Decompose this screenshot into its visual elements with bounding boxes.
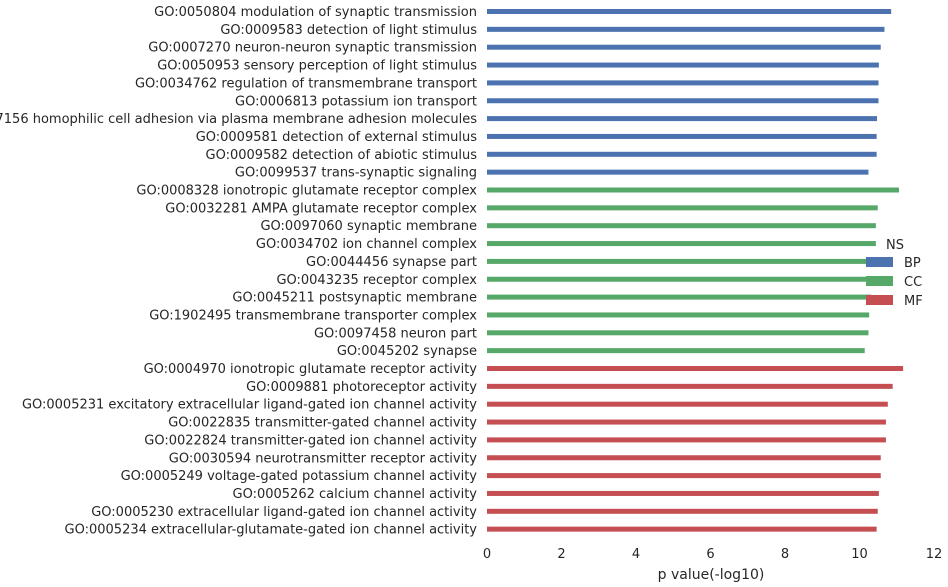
bar-bp: [487, 98, 879, 104]
bar-cc: [487, 187, 899, 193]
legend-swatch-bp: [866, 257, 893, 267]
legend-swatch-mf: [866, 295, 893, 305]
bar-bp: [487, 133, 877, 139]
category-label: GO:0032281 AMPA glutamate receptor compl…: [165, 201, 477, 216]
category-label: GO:0097060 synaptic membrane: [260, 219, 477, 234]
category-label: GO:0097458 neuron part: [314, 326, 477, 341]
x-tick-label: 4: [632, 547, 640, 562]
legend-label-cc: CC: [904, 275, 922, 290]
category-label: GO:0009581 detection of external stimulu…: [196, 130, 478, 145]
category-label: GO:0022824 transmitter-gated ion channel…: [144, 433, 477, 448]
category-label: GO:0007156 homophilic cell adhesion via …: [0, 112, 477, 127]
category-label: GO:0050804 modulation of synaptic transm…: [154, 5, 477, 20]
category-label: GO:0005231 excitatory extracellular liga…: [22, 398, 477, 413]
category-label: GO:0030594 neurotransmitter receptor act…: [169, 451, 478, 466]
bar-cc: [487, 312, 870, 318]
legend-title: NS: [886, 238, 904, 253]
category-label: GO:1902495 transmembrane transporter com…: [149, 308, 477, 323]
bar-bp: [487, 151, 877, 157]
category-label: GO:0005249 voltage-gated potassium chann…: [121, 469, 478, 484]
bar-bp: [487, 116, 878, 122]
bar-mf: [487, 473, 881, 479]
bar-bp: [487, 26, 885, 32]
x-axis-label: p value(-log10): [658, 567, 765, 583]
bar-bp: [487, 62, 879, 68]
category-label: GO:0043235 receptor complex: [276, 273, 477, 288]
x-tick-label: 6: [706, 547, 714, 562]
bar-cc: [487, 276, 872, 282]
bar-bp: [487, 9, 892, 14]
bars-layer: [487, 9, 904, 532]
bar-mf: [487, 383, 893, 389]
category-label: GO:0044456 synapse part: [306, 255, 477, 270]
category-label: GO:0007270 neuron-neuron synaptic transm…: [148, 41, 477, 56]
bar-mf: [487, 490, 879, 496]
category-label: GO:0009881 photoreceptor activity: [246, 380, 477, 395]
x-tick-label: 10: [851, 547, 868, 562]
category-label: GO:0008328 ionotropic glutamate receptor…: [136, 184, 477, 199]
bar-cc: [487, 205, 878, 211]
category-label: GO:0009583 detection of light stimulus: [220, 23, 477, 38]
category-label: GO:0022835 transmitter-gated channel act…: [168, 416, 477, 431]
bar-cc: [487, 330, 869, 336]
bar-mf: [487, 526, 877, 532]
bar-mf: [487, 419, 886, 425]
category-label: GO:0009582 detection of abiotic stimulus: [206, 148, 478, 163]
bar-cc: [487, 294, 872, 300]
legend-label-bp: BP: [904, 256, 921, 271]
bar-bp: [487, 44, 881, 50]
x-axis: 0 2 4 6 8 10 12: [483, 547, 942, 562]
category-labels: GO:0050804 modulation of synaptic transm…: [0, 5, 477, 538]
category-label: GO:0004970 ionotropic glutamate receptor…: [144, 362, 478, 377]
bar-cc: [487, 258, 873, 264]
bar-mf: [487, 366, 904, 371]
category-label: GO:0005234 extracellular-glutamate-gated…: [65, 523, 478, 538]
category-label: GO:0099537 trans-synaptic signaling: [235, 166, 477, 181]
bar-bp: [487, 80, 879, 86]
bar-cc: [487, 348, 865, 354]
legend-label-mf: MF: [904, 294, 923, 309]
category-label: GO:0045211 postsynaptic membrane: [232, 291, 477, 306]
bar-cc: [487, 223, 876, 229]
bar-bp: [487, 169, 869, 175]
x-tick-label: 12: [926, 547, 943, 562]
category-label: GO:0050953 sensory perception of light s…: [157, 59, 477, 74]
x-tick-label: 8: [781, 547, 789, 562]
x-tick-label: 2: [557, 547, 565, 562]
bar-mf: [487, 401, 888, 407]
bar-mf: [487, 508, 878, 514]
category-label: GO:0005262 calcium channel activity: [233, 487, 478, 502]
category-label: GO:0034762 regulation of transmembrane t…: [135, 76, 477, 91]
category-label: GO:0045202 synapse: [337, 344, 477, 359]
bar-mf: [487, 437, 886, 443]
category-label: GO:0005230 extracellular ligand-gated io…: [91, 505, 477, 520]
x-tick-label: 0: [483, 547, 491, 562]
bar-cc: [487, 241, 876, 247]
category-label: GO:0034702 ion channel complex: [256, 237, 477, 252]
legend-swatch-cc: [866, 276, 893, 286]
bar-mf: [487, 455, 881, 461]
category-label: GO:0006813 potassium ion transport: [235, 94, 477, 109]
